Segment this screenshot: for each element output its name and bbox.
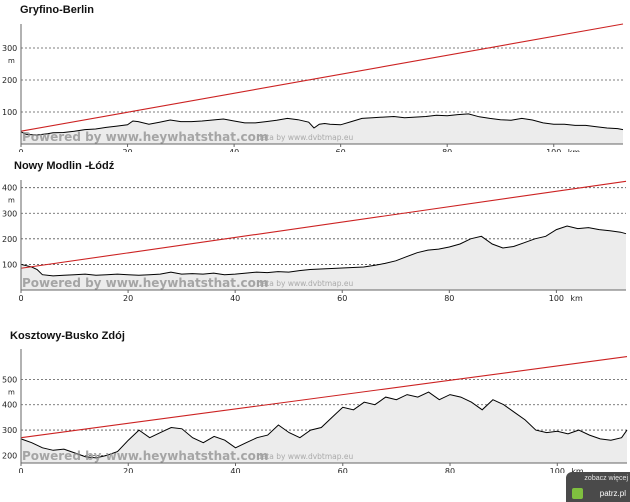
x-tick-label-60: 60 [338, 467, 348, 473]
x-unit-label: km [571, 467, 584, 473]
y-unit-label: m [8, 197, 15, 205]
x-tick-label-0: 0 [18, 467, 23, 473]
x-tick-label-40: 40 [229, 148, 239, 152]
elevation-profile-chart-kosztowy-busko-zdroj: 200 300 400 500 m 0 20 40 60 80 100 km Powered by ww… [2, 349, 628, 473]
y-tick-label-200: 200 [2, 451, 17, 460]
y-tick-label-100: 100 [2, 108, 17, 117]
chart-title-nowy-modlin-lodz: Nowy Modlin -Łódź [14, 160, 115, 172]
elevation-profile-chart-nowy-modlin-lodz: 100 200 300 400 m 0 20 40 60 80 100 km Powered by ww… [2, 180, 627, 303]
y-tick-label-300: 300 [2, 426, 17, 435]
watermark-data-source: data by www.dvbtmap.eu [257, 133, 354, 142]
watermark-powered-by: Powered by www.heywhatsthat.com [22, 449, 268, 463]
y-tick-label-400: 400 [2, 401, 17, 410]
line-of-sight [20, 356, 628, 439]
x-tick-label-80: 80 [442, 148, 452, 152]
patrz-logo-icon: patrz.pl [572, 487, 626, 500]
y-tick-label-100: 100 [2, 260, 17, 269]
x-unit-label: km [568, 148, 581, 152]
x-tick-label-100: 100 [546, 148, 561, 152]
watermark-powered-by: Powered by www.heywhatsthat.com [22, 130, 268, 144]
x-tick-label-80: 80 [445, 467, 455, 473]
elevation-area [21, 392, 627, 463]
y-tick-label-200: 200 [2, 235, 17, 244]
chart-title-kosztowy-busko-zdroj: Kosztowy-Busko Zdój [10, 330, 125, 342]
x-tick-label-100: 100 [550, 467, 565, 473]
y-tick-label-300: 300 [2, 44, 17, 53]
y-unit-label: m [8, 57, 15, 65]
x-tick-label-60: 60 [337, 294, 347, 303]
x-tick-label-20: 20 [123, 294, 133, 303]
elevation-line [20, 391, 628, 459]
x-tick-label-60: 60 [336, 148, 346, 152]
line-of-sight [20, 180, 627, 269]
x-tick-label-0: 0 [18, 148, 23, 152]
elevation-line [20, 113, 624, 136]
watermark-powered-by: Powered by www.heywhatsthat.com [22, 276, 268, 290]
watermark-data-source: data by www.dvbtmap.eu [257, 452, 354, 461]
y-tick-label-300: 300 [2, 209, 17, 218]
y-tick-label-400: 400 [2, 184, 17, 193]
x-tick-label-80: 80 [444, 294, 454, 303]
chart-title-gryfino-berlin: Gryfino-Berlin [20, 4, 94, 16]
elevation-profile-chart-gryfino-berlin: 100 200 300 m 0 20 40 60 80 100 km Powered by www.h… [2, 23, 624, 152]
y-tick-label-500: 500 [2, 375, 17, 384]
x-unit-label: km [570, 294, 583, 303]
line-of-sight [20, 23, 624, 132]
badge-text: zobacz więcej [584, 475, 628, 482]
x-tick-label-100: 100 [549, 294, 564, 303]
patrz-badge[interactable]: zobacz więcej patrz.pl [566, 472, 630, 502]
y-unit-label: m [8, 388, 15, 396]
x-tick-label-40: 40 [230, 467, 240, 473]
elevation-line [20, 225, 627, 277]
x-tick-label-40: 40 [230, 294, 240, 303]
x-tick-label-20: 20 [122, 148, 132, 152]
y-tick-label-200: 200 [2, 76, 17, 85]
watermark-data-source: data by www.dvbtmap.eu [257, 279, 354, 288]
x-tick-label-0: 0 [18, 294, 23, 303]
x-tick-label-20: 20 [123, 467, 133, 473]
elevation-area [21, 113, 623, 144]
elevation-area [21, 226, 626, 290]
